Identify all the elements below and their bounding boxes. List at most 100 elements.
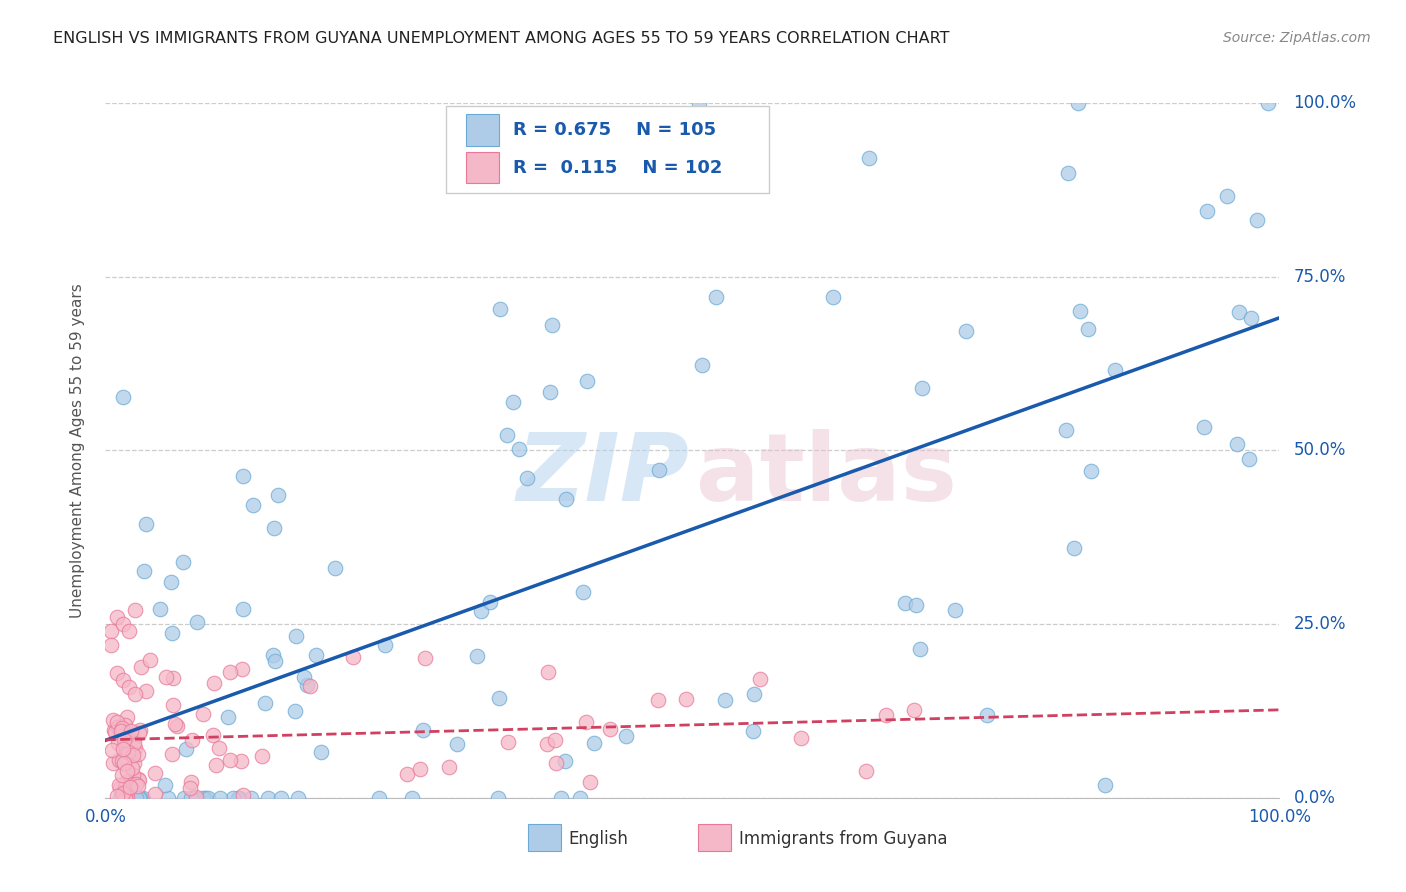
- Point: [254, 697, 277, 711]
- Point: [496, 735, 519, 749]
- Point: [546, 756, 568, 770]
- Point: [105, 789, 128, 804]
- Point: [118, 624, 141, 639]
- Point: [120, 746, 142, 760]
- Point: [1237, 451, 1260, 466]
- Point: [129, 723, 152, 737]
- Point: [688, 95, 710, 110]
- Point: [1069, 304, 1091, 318]
- Point: [186, 615, 208, 629]
- Point: [121, 761, 143, 775]
- Point: [111, 390, 134, 404]
- Point: [108, 778, 131, 792]
- Point: [208, 790, 231, 805]
- Point: [229, 754, 252, 768]
- Point: [396, 767, 419, 781]
- Point: [257, 790, 280, 805]
- FancyBboxPatch shape: [446, 106, 769, 193]
- Point: [903, 703, 925, 717]
- Point: [250, 749, 273, 764]
- Point: [155, 670, 177, 684]
- Point: [536, 737, 558, 751]
- Point: [162, 671, 184, 685]
- Point: [1226, 436, 1249, 450]
- Point: [374, 639, 396, 653]
- Point: [166, 719, 188, 733]
- Point: [544, 733, 567, 747]
- Point: [122, 768, 145, 782]
- Point: [114, 780, 136, 795]
- Point: [114, 790, 136, 805]
- Point: [127, 772, 149, 786]
- Point: [575, 374, 598, 388]
- Point: [108, 753, 131, 767]
- Point: [579, 775, 602, 789]
- Point: [540, 318, 562, 333]
- Point: [135, 684, 157, 698]
- Text: ZIP: ZIP: [516, 429, 689, 521]
- Point: [127, 779, 149, 793]
- Point: [554, 754, 576, 768]
- Point: [114, 731, 136, 746]
- Point: [162, 698, 184, 712]
- Point: [180, 790, 202, 805]
- Point: [101, 743, 124, 757]
- Point: [309, 745, 332, 759]
- Point: [446, 738, 468, 752]
- Point: [118, 780, 141, 794]
- Point: [149, 602, 172, 616]
- Point: [582, 736, 605, 750]
- Text: R = 0.675    N = 105: R = 0.675 N = 105: [513, 120, 716, 138]
- Bar: [699, 824, 731, 851]
- Point: [115, 787, 138, 801]
- Bar: [465, 152, 499, 183]
- Point: [894, 596, 917, 610]
- Point: [143, 787, 166, 801]
- Point: [112, 617, 135, 632]
- Point: [128, 772, 150, 787]
- Point: [120, 777, 142, 791]
- Point: [124, 687, 146, 701]
- Point: [1077, 322, 1099, 336]
- Point: [112, 786, 135, 800]
- Point: [208, 741, 231, 756]
- Point: [704, 290, 727, 304]
- Point: [1080, 464, 1102, 478]
- Point: [117, 789, 139, 803]
- Point: [1063, 541, 1085, 555]
- Point: [111, 721, 134, 735]
- Point: [118, 680, 141, 694]
- Text: English: English: [568, 830, 628, 848]
- Point: [122, 756, 145, 770]
- Text: Source: ZipAtlas.com: Source: ZipAtlas.com: [1223, 31, 1371, 45]
- Point: [231, 662, 253, 676]
- Point: [180, 774, 202, 789]
- Point: [267, 488, 290, 502]
- Point: [221, 790, 243, 805]
- Point: [173, 790, 195, 805]
- Point: [690, 358, 713, 372]
- Point: [105, 610, 128, 624]
- Point: [179, 781, 201, 796]
- Point: [115, 728, 138, 742]
- Point: [111, 788, 134, 802]
- Point: [111, 768, 134, 782]
- Point: [122, 747, 145, 762]
- Text: 100.0%: 100.0%: [1294, 94, 1357, 112]
- Point: [107, 736, 129, 750]
- Point: [1246, 212, 1268, 227]
- Point: [1229, 305, 1251, 319]
- Point: [1215, 189, 1237, 203]
- Point: [160, 625, 183, 640]
- Point: [103, 713, 125, 727]
- Point: [502, 395, 524, 409]
- Point: [496, 428, 519, 442]
- Point: [599, 723, 621, 737]
- Text: ENGLISH VS IMMIGRANTS FROM GUYANA UNEMPLOYMENT AMONG AGES 55 TO 59 YEARS CORRELA: ENGLISH VS IMMIGRANTS FROM GUYANA UNEMPL…: [53, 31, 950, 46]
- Point: [100, 624, 122, 639]
- Point: [538, 384, 561, 399]
- Point: [232, 469, 254, 483]
- Point: [489, 301, 512, 316]
- Point: [197, 790, 219, 805]
- Text: 0.0%: 0.0%: [1294, 789, 1336, 807]
